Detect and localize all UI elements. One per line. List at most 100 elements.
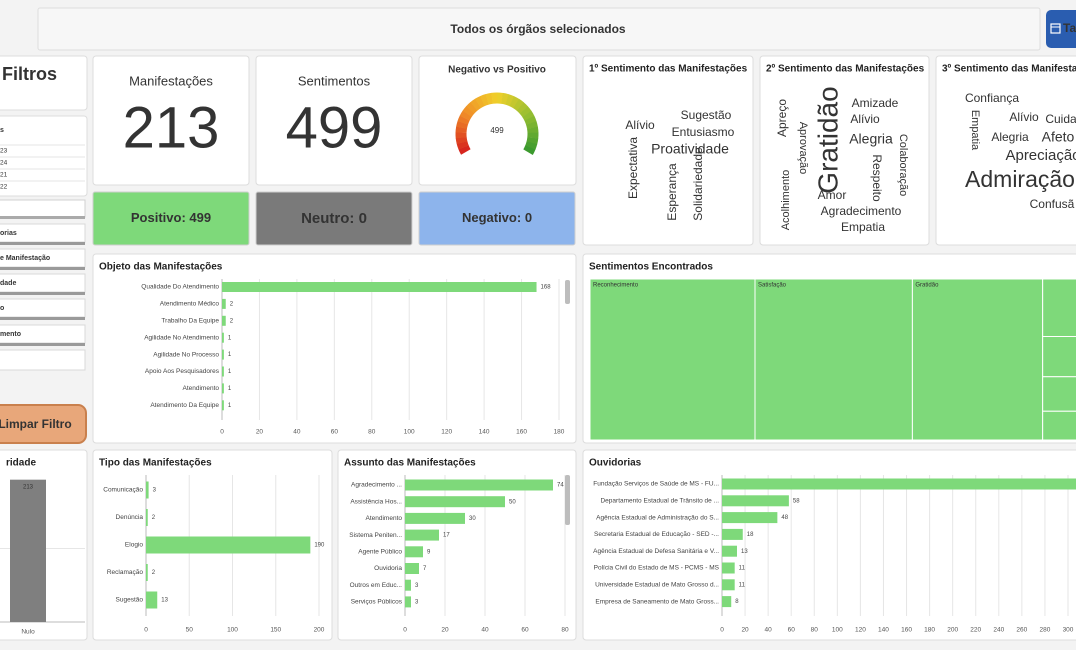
y-tick-label: Agente Público: [358, 549, 402, 556]
wordcloud-title: 3º Sentimento das Manifestaç: [942, 64, 1076, 75]
y-tick-label: Assistência Hos...: [350, 498, 402, 505]
word: Alegria: [991, 130, 1029, 144]
bar[interactable]: [722, 545, 737, 557]
bar[interactable]: [405, 579, 411, 591]
y-tick-label: Atendimento Da Equipe: [150, 402, 219, 409]
word: Amizade: [852, 96, 899, 110]
x-tick-label: 80: [561, 627, 569, 634]
gauge-arc: [455, 126, 468, 134]
bar[interactable]: [222, 349, 224, 360]
y-tick-label: Ouvidoria: [374, 565, 402, 572]
value-label: 13: [161, 598, 168, 604]
bar[interactable]: [222, 366, 224, 377]
y-tick-label: Polícia Civil do Estado de MS - PCMS - M…: [594, 565, 720, 572]
y-tick-label: Reclamação: [107, 569, 144, 576]
bar[interactable]: [222, 383, 224, 394]
treemap-tile[interactable]: [1042, 376, 1076, 412]
x-tick-label: 140: [878, 627, 889, 634]
bar[interactable]: [722, 512, 778, 524]
bar[interactable]: [146, 509, 148, 526]
treemap-tile[interactable]: [1042, 336, 1076, 378]
word: Cuida: [1045, 112, 1076, 126]
clear-filter-button[interactable]: [0, 404, 87, 444]
filter-section-label[interactable]: o: [0, 305, 4, 312]
wordcloud-panel: [935, 55, 1076, 246]
filter-option[interactable]: 21: [0, 172, 8, 179]
table-button-label[interactable]: Ta: [1063, 21, 1076, 35]
word: Alívio: [850, 112, 880, 126]
bar[interactable]: [405, 596, 411, 608]
treemap-tile[interactable]: [754, 278, 913, 441]
value-label: 48: [781, 515, 788, 521]
bar[interactable]: [222, 282, 537, 292]
bar[interactable]: [722, 495, 789, 507]
value-label: 50: [509, 499, 516, 505]
filter-section-bar: [0, 317, 85, 320]
gauge-arc: [524, 115, 537, 125]
y-tick-label: Trabalho Da Equipe: [161, 318, 219, 325]
bar[interactable]: [10, 479, 46, 622]
treemap-tile[interactable]: [1042, 278, 1076, 337]
bar[interactable]: [222, 400, 224, 411]
table-button[interactable]: [1046, 10, 1076, 48]
treemap-tile[interactable]: [589, 278, 756, 441]
filter-option[interactable]: 23: [0, 148, 8, 155]
bar[interactable]: [146, 481, 149, 499]
bar[interactable]: [722, 596, 732, 608]
filter-list: [0, 115, 88, 197]
chart-title: Tipo das Manifestações: [99, 458, 212, 469]
summary-value: 0: [525, 210, 532, 225]
bar[interactable]: [222, 298, 226, 309]
y-tick-label: Agência Estadual de Defesa Sanitária e V…: [593, 548, 719, 555]
clear-filter-label[interactable]: Limpar Filtro: [0, 417, 72, 431]
bar[interactable]: [722, 579, 735, 591]
y-tick-label: Outros em Educ...: [350, 582, 403, 589]
word: Apreciação: [1005, 147, 1076, 164]
bar[interactable]: [222, 332, 224, 343]
bar[interactable]: [405, 479, 553, 491]
bar[interactable]: [405, 496, 505, 508]
filter-option[interactable]: 22: [0, 184, 8, 191]
bar[interactable]: [146, 591, 158, 609]
filter-section-label[interactable]: orias: [0, 230, 17, 237]
gauge-arc: [480, 94, 489, 107]
filter-search[interactable]: [0, 199, 86, 218]
bar[interactable]: [722, 478, 1076, 490]
filter-section-label[interactable]: e Manifestação: [0, 255, 50, 262]
value-label: 30: [469, 516, 476, 522]
filter-option[interactable]: 24: [0, 160, 8, 167]
word: Aprovação: [797, 122, 809, 175]
kpi-label: Manifestações: [129, 73, 213, 88]
treemap-tile[interactable]: [911, 278, 1044, 441]
x-tick-label: 20: [441, 627, 449, 634]
bar[interactable]: [405, 512, 465, 524]
gauge-title: Negativo vs Positivo: [448, 65, 546, 76]
bar[interactable]: [146, 536, 311, 554]
gauge-card: [418, 55, 577, 186]
bar[interactable]: [222, 315, 226, 326]
y-tick-label: Apoio Aos Pesquisadores: [145, 368, 220, 375]
y-tick-label: Atendimento: [183, 385, 220, 392]
y-tick-label: Agradecimento ...: [351, 482, 402, 489]
bar[interactable]: [405, 563, 419, 574]
bar[interactable]: [722, 562, 735, 574]
word: Proatividade: [651, 141, 729, 157]
bar[interactable]: [146, 564, 148, 581]
filter-section-label[interactable]: mento: [0, 331, 21, 338]
filter-section[interactable]: [0, 298, 86, 318]
y-tick-label: Atendimento Médico: [160, 301, 220, 308]
chart-panel: [337, 449, 577, 641]
gauge-arc: [457, 115, 470, 125]
gauge-arc: [526, 137, 539, 145]
chart-title: Objeto das Manifestações: [99, 262, 223, 273]
summary-label: Neutro:: [301, 210, 354, 227]
bar[interactable]: [405, 546, 423, 558]
value-label: 168: [541, 285, 552, 291]
treemap-tile[interactable]: [1042, 410, 1076, 441]
filter-section-label[interactable]: dade: [0, 280, 16, 287]
bar[interactable]: [405, 529, 439, 541]
word: Expectativa: [626, 137, 640, 199]
x-tick-label: 160: [516, 429, 527, 436]
bar[interactable]: [722, 528, 743, 540]
